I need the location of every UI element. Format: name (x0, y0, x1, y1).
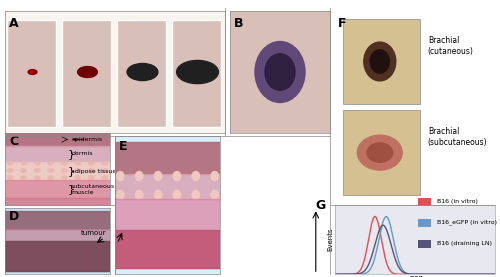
Circle shape (61, 175, 68, 180)
Circle shape (173, 171, 181, 181)
Bar (5, 146, 110, 162)
Text: B16 (in vitro): B16 (in vitro) (438, 199, 478, 204)
FancyBboxPatch shape (117, 20, 166, 127)
Circle shape (20, 161, 27, 165)
Bar (5, 162, 110, 180)
Circle shape (88, 168, 94, 173)
Text: B: B (234, 17, 243, 30)
Circle shape (48, 161, 54, 165)
Circle shape (102, 161, 108, 165)
Circle shape (28, 70, 37, 75)
Text: tumour: tumour (81, 230, 107, 236)
Circle shape (370, 50, 390, 73)
Circle shape (7, 161, 14, 165)
Circle shape (102, 175, 108, 180)
Text: C: C (9, 135, 18, 148)
Circle shape (34, 175, 40, 180)
Text: B16 (draining LN): B16 (draining LN) (438, 240, 492, 246)
Text: }: } (68, 149, 75, 159)
Circle shape (255, 42, 305, 102)
Circle shape (74, 175, 81, 180)
Bar (5, 211, 110, 229)
Text: subcutaneous
muscle: subcutaneous muscle (71, 184, 116, 194)
Bar (5, 198, 110, 205)
Polygon shape (5, 241, 110, 271)
Circle shape (7, 175, 14, 180)
Circle shape (364, 42, 396, 81)
Circle shape (20, 168, 27, 173)
Polygon shape (115, 230, 220, 268)
Circle shape (127, 63, 158, 81)
Text: }: } (68, 184, 75, 194)
Text: adipose tissue: adipose tissue (71, 169, 117, 174)
Circle shape (192, 171, 200, 181)
Bar (418, 219, 431, 227)
Circle shape (154, 190, 162, 200)
Circle shape (48, 175, 54, 180)
Text: F: F (338, 17, 346, 30)
FancyBboxPatch shape (172, 20, 220, 127)
Text: E: E (119, 140, 128, 153)
Circle shape (173, 190, 181, 200)
Circle shape (116, 190, 124, 200)
X-axis label: eGFP: eGFP (406, 276, 424, 277)
Circle shape (265, 54, 295, 90)
FancyBboxPatch shape (7, 20, 56, 127)
Ellipse shape (358, 135, 402, 170)
Circle shape (34, 161, 40, 165)
Text: }: } (68, 166, 75, 176)
Circle shape (48, 168, 54, 173)
Text: Brachial
(subcutaneous): Brachial (subcutaneous) (428, 127, 488, 147)
Text: Brachial
(cutaneous): Brachial (cutaneous) (428, 36, 474, 56)
Text: A: A (10, 17, 19, 30)
Circle shape (34, 168, 40, 173)
Circle shape (61, 161, 68, 165)
Circle shape (135, 190, 143, 200)
Text: G: G (316, 199, 326, 212)
Circle shape (116, 171, 124, 181)
Bar (5, 180, 110, 198)
Bar (5, 229, 110, 271)
Circle shape (20, 175, 27, 180)
Circle shape (154, 171, 162, 181)
Circle shape (192, 190, 200, 200)
Bar (115, 173, 220, 199)
Text: B16_eGFP (in vitro): B16_eGFP (in vitro) (438, 219, 498, 225)
Circle shape (74, 168, 81, 173)
Bar (115, 142, 220, 173)
Text: D: D (9, 211, 20, 224)
Circle shape (88, 175, 94, 180)
Bar (115, 199, 220, 268)
Circle shape (7, 168, 14, 173)
Circle shape (78, 66, 98, 78)
FancyBboxPatch shape (343, 110, 420, 195)
Text: epidermis: epidermis (71, 137, 102, 142)
Circle shape (102, 168, 108, 173)
Circle shape (74, 161, 81, 165)
FancyBboxPatch shape (343, 19, 420, 104)
Circle shape (176, 60, 218, 84)
Circle shape (210, 171, 219, 181)
Circle shape (88, 161, 94, 165)
FancyBboxPatch shape (62, 20, 110, 127)
Circle shape (61, 168, 68, 173)
Bar (5, 133, 110, 146)
Bar (418, 198, 431, 206)
Ellipse shape (367, 143, 392, 162)
Circle shape (210, 190, 219, 200)
Circle shape (135, 171, 143, 181)
Y-axis label: Events: Events (328, 228, 334, 252)
Text: dermis: dermis (71, 151, 92, 156)
Bar (418, 240, 431, 248)
